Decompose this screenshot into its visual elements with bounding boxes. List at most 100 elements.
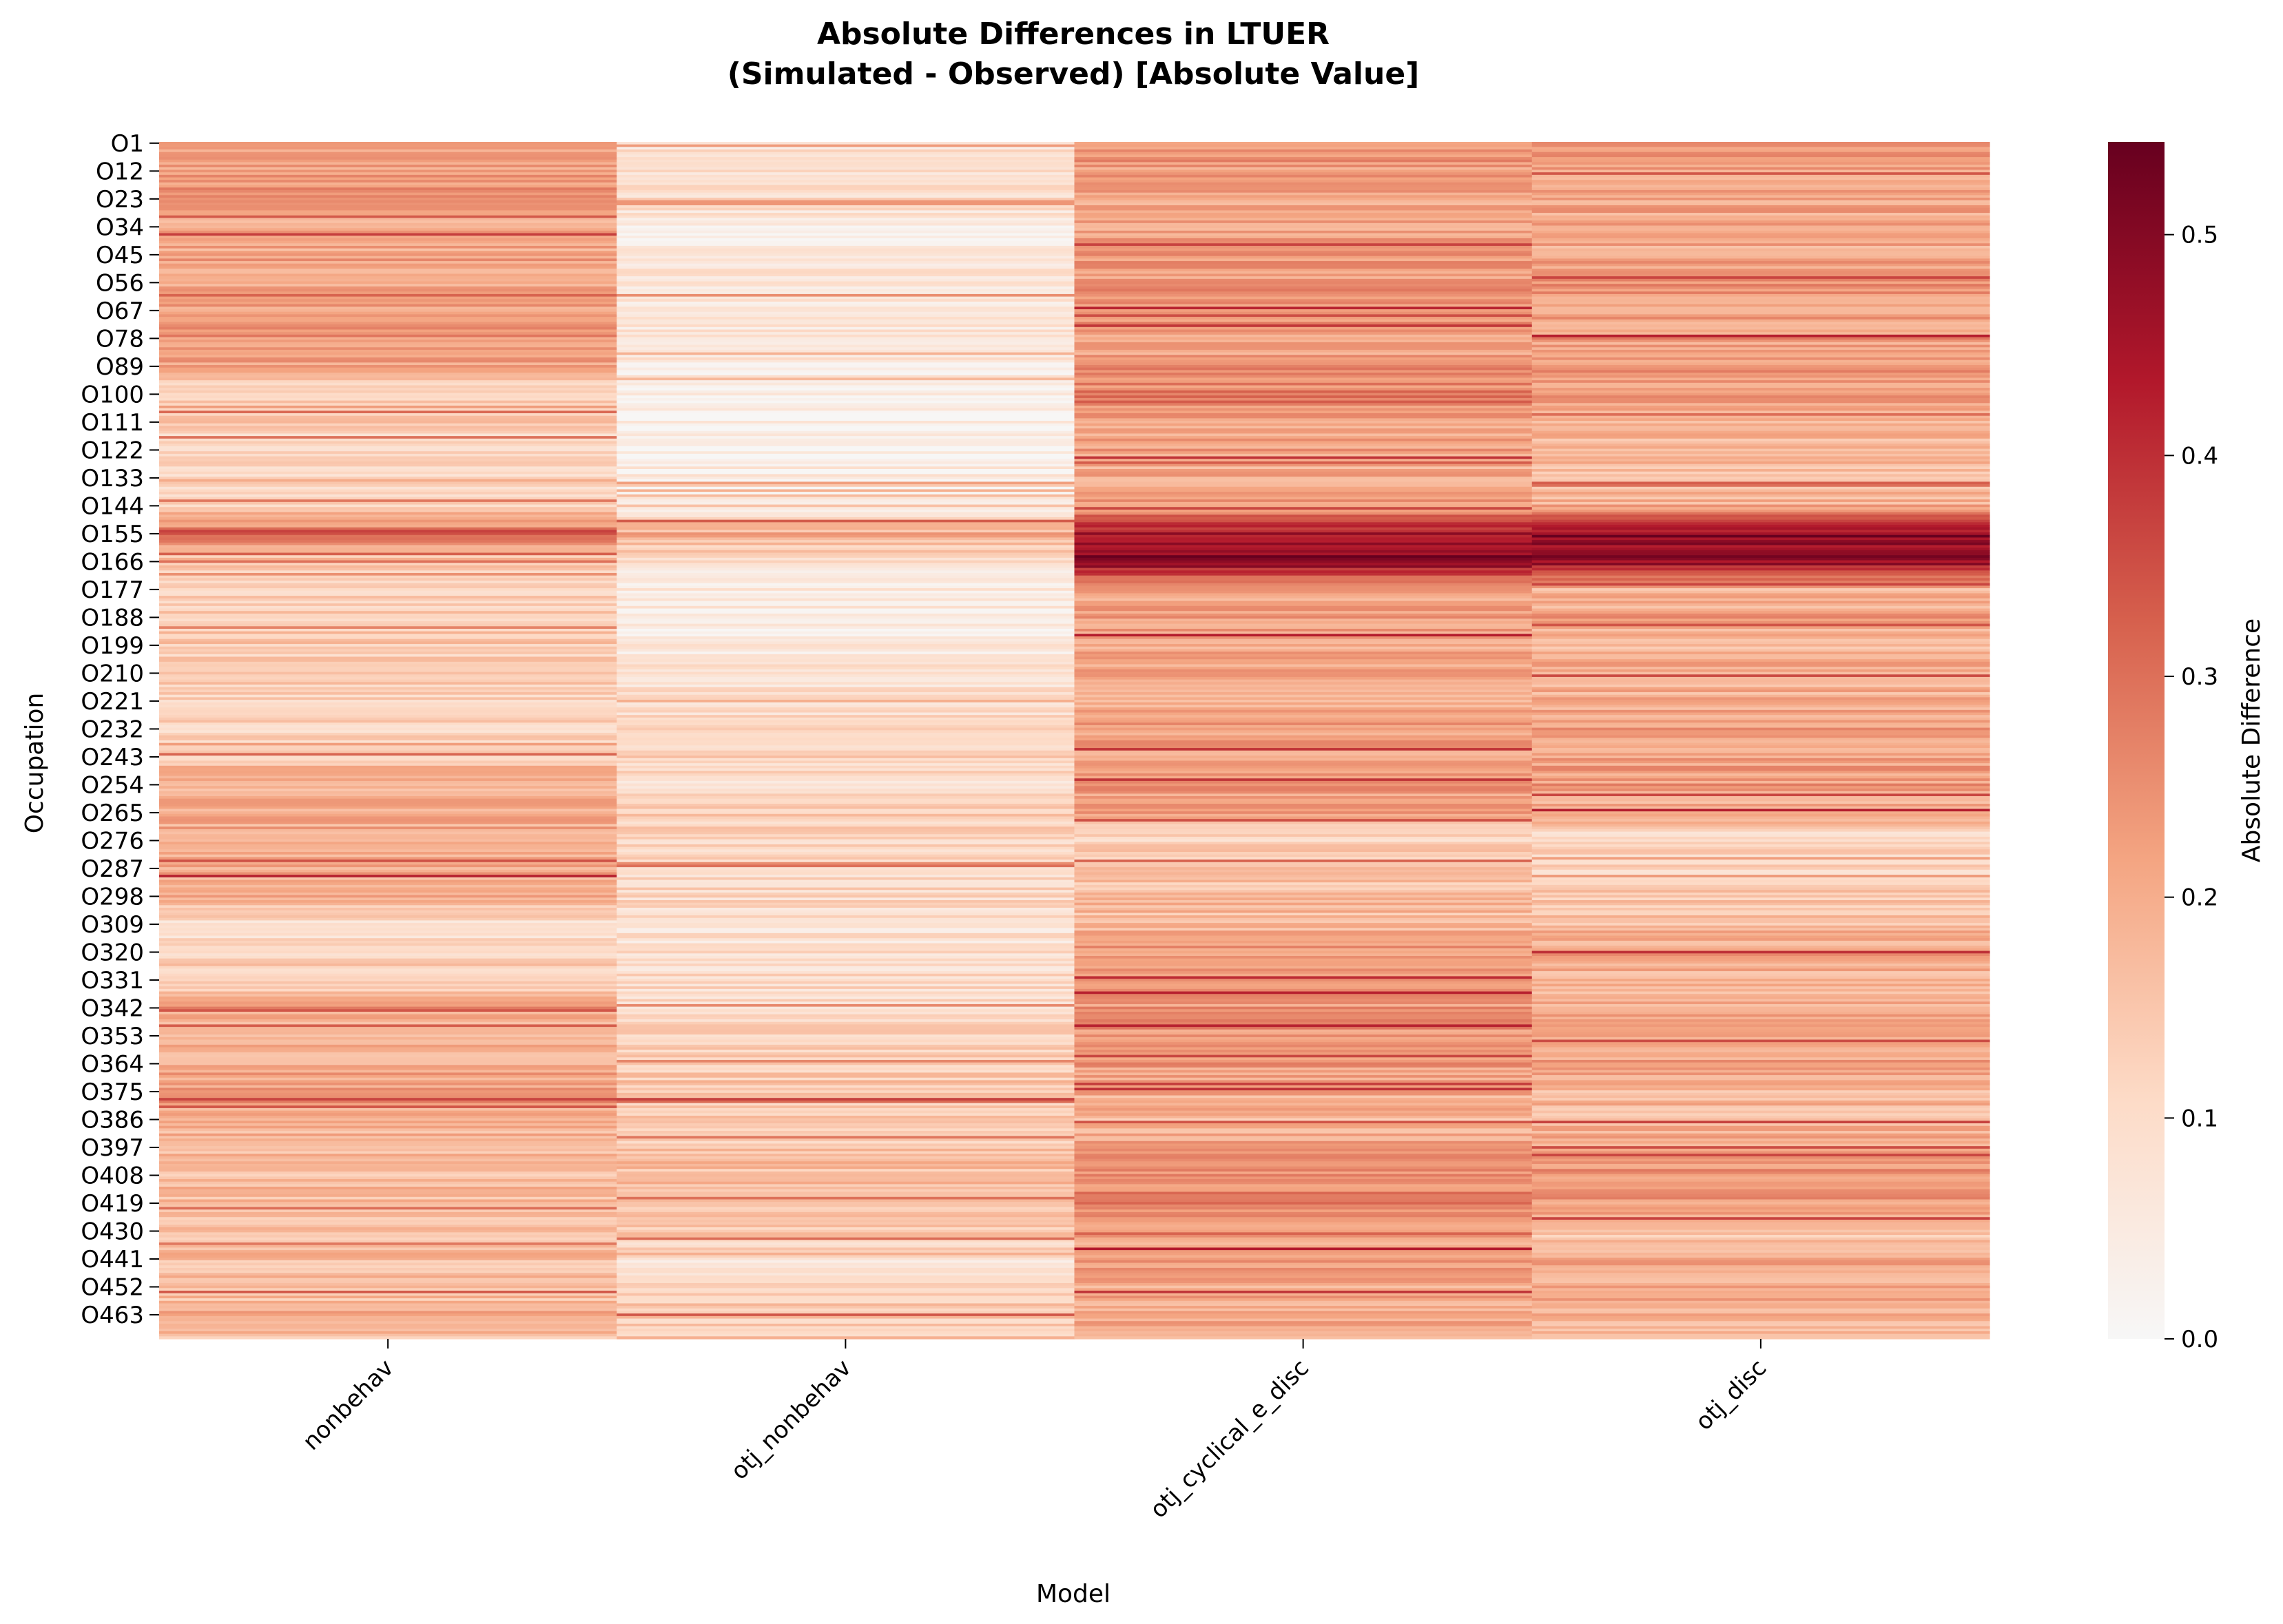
heatmap-cell (1074, 514, 1533, 518)
heatmap-cell (1531, 281, 1990, 284)
heatmap-cell (159, 344, 617, 348)
heatmap-cell (1074, 661, 1533, 665)
heatmap-cell (617, 311, 1075, 315)
heatmap-cell (1531, 846, 1990, 850)
heatmap-cell (1531, 248, 1990, 251)
heatmap-cell (159, 618, 617, 622)
heatmap-cell (159, 1333, 617, 1337)
heatmap-cell (1531, 930, 1990, 934)
heatmap-cell (159, 860, 617, 863)
heatmap-cell (1531, 213, 1990, 216)
heatmap-cell (159, 1019, 617, 1023)
heatmap-cell (1074, 654, 1533, 658)
heatmap-cell (1531, 512, 1990, 515)
heatmap-cell (617, 700, 1075, 703)
heatmap-cell (159, 269, 617, 272)
heatmap-cell (159, 672, 617, 675)
heatmap-cell (1074, 550, 1533, 554)
y-axis-ticks: O1O12O23O34O45O56O67O78O89O100O111O122O1… (81, 130, 159, 1329)
heatmap-cell (1531, 674, 1990, 678)
heatmap-cell (1531, 964, 1990, 967)
heatmap-cell (159, 433, 617, 437)
heatmap-cell (1074, 854, 1533, 857)
heatmap-cell (617, 1336, 1075, 1340)
heatmap-cell (1531, 1196, 1990, 1200)
y-tick-label: O276 (81, 827, 144, 855)
heatmap-cell (617, 340, 1075, 343)
heatmap-cell (1074, 552, 1533, 556)
heatmap-cell (159, 879, 617, 883)
heatmap-cell (617, 1098, 1075, 1101)
heatmap-cell (1074, 1270, 1533, 1273)
heatmap-cell (1074, 950, 1533, 954)
heatmap-cell (159, 1065, 617, 1068)
heatmap-cell (617, 1143, 1075, 1147)
heatmap-cell (617, 1240, 1075, 1243)
heatmap-cell (1074, 715, 1533, 718)
heatmap-cell (617, 778, 1075, 782)
heatmap-cell (159, 352, 617, 355)
heatmap-cell (617, 192, 1075, 196)
heatmap-cell (1074, 1138, 1533, 1142)
heatmap-cell (1074, 910, 1533, 913)
heatmap-cell (1531, 395, 1990, 399)
heatmap-cell (1531, 1174, 1990, 1177)
heatmap-cell (1531, 1329, 1990, 1332)
heatmap-cell (159, 324, 617, 328)
heatmap-cell (617, 1062, 1075, 1065)
heatmap-cell (159, 367, 617, 371)
heatmap-cell (617, 180, 1075, 183)
heatmap-cell (159, 892, 617, 896)
heatmap-cell (159, 966, 617, 969)
heatmap-cell (1074, 991, 1533, 995)
heatmap-cell (159, 1262, 617, 1266)
heatmap-cell (159, 846, 617, 850)
heatmap-cell (1074, 1207, 1533, 1210)
heatmap-cell (1074, 768, 1533, 771)
heatmap-cell (1074, 895, 1533, 898)
heatmap-cell (159, 991, 617, 995)
heatmap-cell (159, 702, 617, 706)
heatmap-cell (159, 646, 617, 650)
heatmap-cell (159, 469, 617, 472)
heatmap-cell (1074, 1098, 1533, 1101)
heatmap-cell (1074, 717, 1533, 721)
colorbar-tick-label: 0.2 (2181, 884, 2218, 912)
heatmap-cell (159, 1169, 617, 1172)
heatmap-cell (1531, 530, 1990, 533)
heatmap-cell (1531, 1151, 1990, 1154)
heatmap-cell (159, 240, 617, 244)
heatmap-cell (159, 748, 617, 751)
heatmap-cell (1531, 1321, 1990, 1324)
colorbar-tick-label: 0.4 (2181, 442, 2218, 470)
heatmap-cell (1531, 654, 1990, 658)
heatmap-cell (159, 1217, 617, 1220)
heatmap-cell (1531, 572, 1990, 576)
heatmap-cell (1074, 902, 1533, 906)
heatmap-cell (1074, 1331, 1533, 1335)
heatmap-cell (617, 1181, 1075, 1185)
heatmap-cell (1074, 519, 1533, 523)
heatmap-cell (1074, 1255, 1533, 1258)
heatmap-cell (159, 887, 617, 891)
heatmap-cell (617, 360, 1075, 363)
heatmap-cell (1531, 1143, 1990, 1147)
heatmap-cell (1531, 659, 1990, 663)
heatmap-cell (1531, 189, 1990, 194)
heatmap-cell (159, 854, 617, 857)
heatmap-cell (617, 1103, 1075, 1106)
heatmap-cell (159, 667, 617, 670)
heatmap-cell (1074, 780, 1533, 784)
heatmap-cell (617, 905, 1075, 908)
heatmap-cell (159, 228, 617, 231)
heatmap-cell (1531, 1065, 1990, 1068)
heatmap-cell (617, 720, 1075, 723)
heatmap-cell (159, 652, 617, 655)
heatmap-cell (1074, 1092, 1533, 1096)
heatmap-cell (1531, 1123, 1990, 1127)
heatmap-cell (159, 1014, 617, 1017)
heatmap-cell (1531, 375, 1990, 379)
heatmap-cell (1531, 1042, 1990, 1045)
heatmap-cell (1531, 1187, 1990, 1190)
heatmap-cell (1074, 1240, 1533, 1243)
